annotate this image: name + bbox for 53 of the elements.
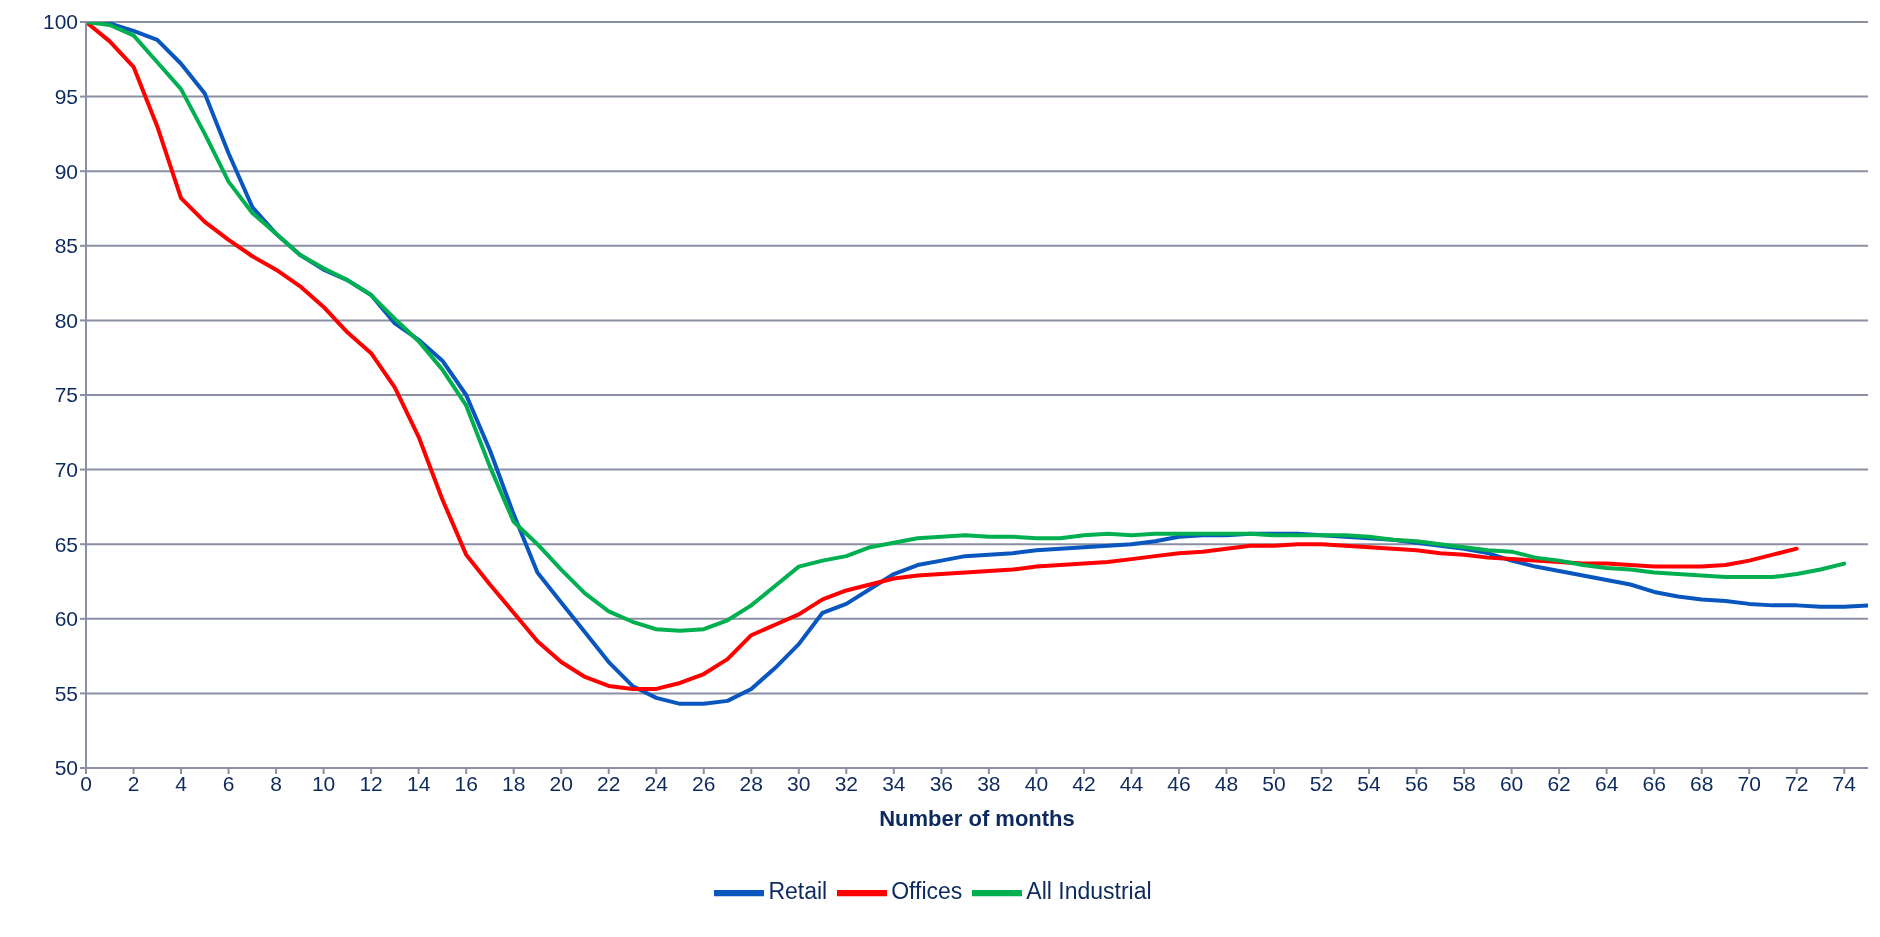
x-tick-label: 70	[1737, 771, 1761, 795]
x-tick-label: 12	[359, 771, 383, 795]
x-tick-label: 28	[739, 771, 763, 795]
y-tick-label: 50	[54, 756, 78, 780]
x-tick-label: 56	[1404, 771, 1429, 795]
x-tick-label: 32	[834, 771, 858, 795]
x-tick-label: 62	[1547, 771, 1571, 795]
y-tick-label: 100	[42, 10, 78, 34]
x-tick-label: 6	[222, 771, 235, 795]
x-tick-label: 10	[311, 771, 336, 795]
x-tick-label: 20	[549, 771, 573, 795]
x-tick-label: 34	[882, 771, 906, 795]
legend-label: All Industrial	[1026, 878, 1152, 905]
y-tick-label: 75	[54, 383, 78, 407]
y-tick-label: 95	[54, 85, 78, 109]
y-tick-label: 55	[54, 681, 78, 705]
x-tick-label: 4	[175, 771, 188, 795]
x-tick-label: 50	[1262, 771, 1286, 795]
x-tick-label: 54	[1357, 771, 1382, 795]
legend-label: Retail	[768, 878, 828, 905]
x-tick-label: 60	[1499, 771, 1524, 795]
x-tick-label: 22	[597, 771, 621, 795]
x-tick-label: 40	[1024, 771, 1049, 795]
x-tick-label: 18	[502, 771, 526, 795]
x-tick-label: 0	[80, 771, 92, 795]
x-tick-label: 38	[977, 771, 1001, 795]
x-tick-label: 58	[1452, 771, 1476, 795]
legend-label: Offices	[891, 878, 963, 905]
x-tick-label: 48	[1214, 771, 1239, 795]
x-tick-label: 24	[644, 771, 669, 795]
y-tick-label: 70	[54, 458, 78, 482]
y-tick-label: 80	[54, 308, 78, 332]
x-axis-title: Number of months	[879, 806, 1075, 831]
y-tick-label: 90	[54, 159, 78, 183]
x-tick-label: 46	[1167, 771, 1191, 795]
x-tick-label: 52	[1309, 771, 1334, 795]
y-tick-label: 60	[54, 607, 78, 631]
x-tick-label: 64	[1594, 771, 1619, 795]
x-tick-label: 68	[1690, 771, 1714, 795]
y-tick-label: 65	[54, 532, 78, 556]
x-tick-label: 74	[1832, 771, 1857, 795]
x-tick-label: 36	[929, 771, 954, 795]
x-tick-label: 26	[692, 771, 716, 795]
x-tick-label: 8	[270, 771, 282, 795]
x-tick-label: 2	[127, 771, 140, 795]
x-tick-label: 16	[454, 771, 478, 795]
x-tick-label: 42	[1072, 771, 1096, 795]
x-tick-label: 30	[787, 771, 811, 795]
x-tick-label: 66	[1642, 771, 1666, 795]
x-tick-label: 72	[1785, 771, 1809, 795]
x-tick-label: 14	[406, 771, 431, 795]
y-tick-label: 85	[54, 234, 78, 258]
x-tick-label: 44	[1119, 771, 1144, 795]
